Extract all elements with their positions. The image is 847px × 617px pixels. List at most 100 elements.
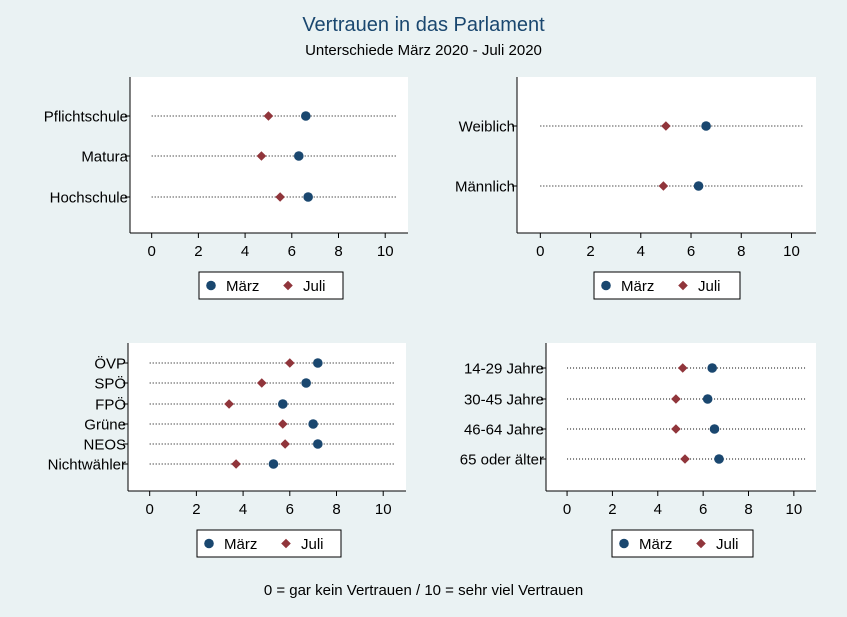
juli-point xyxy=(256,151,267,161)
x-tick-label: 2 xyxy=(194,243,202,260)
y-tick-label: 46-64 Jahre xyxy=(464,422,544,439)
y-tick-label: Nichtwähler xyxy=(48,457,126,474)
scale-note: 0 = gar kein Vertrauen / 10 = sehr viel … xyxy=(263,582,584,599)
x-tick-label: 6 xyxy=(687,243,695,260)
maerz-point xyxy=(301,378,311,388)
y-tick-label: FPÖ xyxy=(95,396,126,414)
legend: März Juli xyxy=(198,271,344,300)
maerz-point xyxy=(313,358,323,368)
maerz-point xyxy=(714,454,724,464)
maerz-point xyxy=(303,192,313,202)
juli-point xyxy=(680,454,690,464)
juli-point xyxy=(263,111,274,121)
legend-juli-label: Juli xyxy=(698,278,721,295)
chart-panel: 0 2 4 6 8 10 Pflichtschule Matura Hochschule März… xyxy=(44,77,408,300)
maerz-point xyxy=(301,111,311,121)
legend-maerz-label: März xyxy=(226,278,259,295)
x-tick-label: 2 xyxy=(586,243,594,260)
juli-point xyxy=(658,181,669,191)
chart-title: Vertrauen in das Parlament xyxy=(302,14,545,36)
maerz-point xyxy=(313,439,323,449)
legend-juli-marker xyxy=(678,280,688,291)
x-tick-label: 10 xyxy=(783,243,800,260)
juli-point xyxy=(231,459,241,469)
legend-juli-label: Juli xyxy=(303,278,326,295)
x-tick-label: 6 xyxy=(288,243,296,260)
x-tick-label: 4 xyxy=(241,243,249,260)
legend: März Juli xyxy=(611,529,754,558)
legend-maerz-marker xyxy=(204,538,214,549)
x-tick-label: 10 xyxy=(377,243,394,260)
legend-juli-marker xyxy=(283,280,293,291)
x-tick-label: 0 xyxy=(148,243,156,260)
x-tick-label: 0 xyxy=(536,243,544,260)
juli-point xyxy=(677,363,688,373)
juli-point xyxy=(277,419,288,429)
plot-area xyxy=(130,77,408,233)
legend-juli-marker xyxy=(281,538,291,549)
x-tick-label: 4 xyxy=(239,501,247,518)
legend-maerz-label: März xyxy=(224,536,257,553)
x-tick-label: 8 xyxy=(332,501,340,518)
maerz-point xyxy=(709,424,720,434)
plot-area xyxy=(128,343,406,491)
x-tick-label: 8 xyxy=(744,501,752,518)
legend-box xyxy=(611,529,754,558)
y-tick-label: Grüne xyxy=(84,417,126,434)
juli-point xyxy=(280,439,290,449)
y-tick-label: 30-45 Jahre xyxy=(464,392,544,409)
legend-juli-label: Juli xyxy=(716,536,739,553)
legend-box xyxy=(198,271,344,300)
y-tick-label: Hochschule xyxy=(50,190,128,207)
legend-maerz-marker xyxy=(206,280,216,291)
chart-subtitle: Unterschiede März 2020 - Juli 2020 xyxy=(305,42,542,59)
chart-panel: 0 2 4 6 8 10 Weiblich Männlich März Juli xyxy=(455,77,816,300)
legend-maerz-marker xyxy=(619,538,629,549)
juli-point xyxy=(671,424,681,434)
y-tick-label: 14-29 Jahre xyxy=(464,361,544,378)
maerz-point xyxy=(707,363,718,373)
y-tick-label: Matura xyxy=(81,149,128,166)
juli-point xyxy=(275,192,285,202)
x-tick-label: 2 xyxy=(192,501,200,518)
juli-point xyxy=(671,394,681,404)
legend-maerz-label: März xyxy=(639,536,672,553)
legend: März Juli xyxy=(196,529,342,558)
x-tick-label: 0 xyxy=(146,501,154,518)
maerz-point xyxy=(277,399,288,409)
juli-point xyxy=(224,399,234,409)
y-tick-label: NEOS xyxy=(83,437,126,454)
maerz-point xyxy=(308,419,318,429)
chart-panel: 0 2 4 6 8 10 14-29 Jahre 30-45 Jahre 46-64 Jahre… xyxy=(460,343,816,558)
x-tick-label: 4 xyxy=(654,501,662,518)
y-tick-label: 65 oder älter xyxy=(460,452,544,469)
maerz-point xyxy=(294,151,304,161)
juli-point xyxy=(661,121,671,131)
x-tick-label: 0 xyxy=(563,501,571,518)
legend-box xyxy=(593,271,741,300)
y-tick-label: SPÖ xyxy=(94,375,126,393)
legend: März Juli xyxy=(593,271,741,300)
x-tick-label: 4 xyxy=(637,243,645,260)
legend-juli-label: Juli xyxy=(301,536,324,553)
plot-area xyxy=(517,77,816,233)
x-tick-label: 6 xyxy=(699,501,707,518)
juli-point xyxy=(284,358,295,368)
legend-maerz-marker xyxy=(601,280,611,291)
maerz-point xyxy=(702,394,713,404)
maerz-point xyxy=(693,181,704,191)
x-tick-label: 8 xyxy=(334,243,342,260)
x-tick-label: 8 xyxy=(737,243,745,260)
x-tick-label: 6 xyxy=(286,501,294,518)
maerz-point xyxy=(268,459,279,469)
chart-panel: 0 2 4 6 8 10 ÖVP SPÖ FPÖ Grüne NEOS Nichtwähler März… xyxy=(48,343,406,558)
x-tick-label: 10 xyxy=(375,501,392,518)
x-tick-label: 2 xyxy=(608,501,616,518)
y-tick-label: Weiblich xyxy=(459,119,515,136)
y-tick-label: Männlich xyxy=(455,179,515,196)
maerz-point xyxy=(701,121,711,131)
legend-juli-marker xyxy=(696,538,706,549)
legend-maerz-label: März xyxy=(621,278,654,295)
juli-point xyxy=(256,378,267,388)
